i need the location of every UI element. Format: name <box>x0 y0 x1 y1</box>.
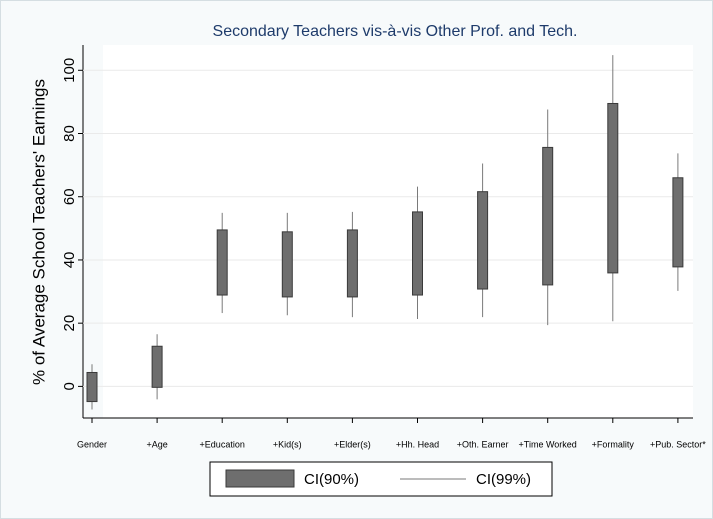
y-tick-label: 100 <box>61 58 78 83</box>
ci90-box <box>477 191 489 290</box>
x-tick-label: +Formality <box>592 439 635 449</box>
y-axis-label: % of Average School Teachers' Earnings <box>29 79 48 385</box>
ci90-box <box>607 102 619 274</box>
legend-label: CI(99%) <box>476 471 531 488</box>
ci90-box <box>281 231 293 298</box>
ci90-box <box>151 345 163 388</box>
x-tick-label: +Elder(s) <box>334 439 371 449</box>
plot-area <box>103 45 693 418</box>
x-tick-label: +Oth. Earner <box>457 439 509 449</box>
x-tick-label: +Pub. Sector* <box>650 439 706 449</box>
x-tick-label: +Hh. Head <box>396 439 439 449</box>
ci90-box <box>86 371 98 403</box>
y-tick-label: 20 <box>61 315 78 332</box>
y-tick-label: 60 <box>61 188 78 205</box>
y-tick-label: 40 <box>61 252 78 269</box>
x-tick-label: Gender <box>77 439 107 449</box>
x-tick-label: +Age <box>146 439 167 449</box>
x-tick-label: +Time Worked <box>519 439 577 449</box>
ci90-box <box>542 146 554 286</box>
legend-label: CI(90%) <box>304 471 359 488</box>
ci90-box <box>412 211 423 296</box>
y-tick-label: 80 <box>61 125 78 142</box>
legend-swatch <box>225 469 295 488</box>
y-tick-label: 0 <box>61 382 78 390</box>
chart-title: Secondary Teachers vis-à-vis Other Prof.… <box>213 23 578 40</box>
x-tick-label: +Kid(s) <box>273 439 302 449</box>
x-tick-label: +Education <box>200 439 245 449</box>
ci90-box <box>672 177 684 268</box>
ci90-box <box>346 229 358 298</box>
ci90-box <box>216 229 228 296</box>
